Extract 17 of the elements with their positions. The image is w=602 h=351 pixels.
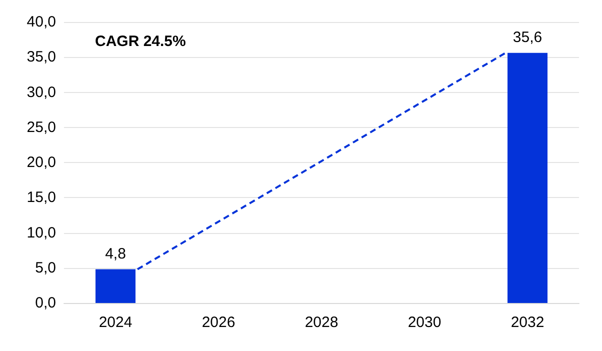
y-tick-label: 5,0 [35, 259, 56, 276]
y-tick-label: 10,0 [26, 224, 56, 242]
data-label: 35,6 [512, 28, 542, 46]
x-tick-label: 2030 [408, 314, 442, 331]
annotation: CAGR 24.5% [95, 33, 186, 50]
y-tick-label: 20,0 [26, 154, 56, 171]
x-tick-label: 2032 [510, 314, 544, 331]
y-tick-label: 40,0 [26, 14, 56, 30]
x-tick-label: 2024 [98, 314, 132, 331]
data-label: 4,8 [105, 245, 126, 262]
y-tick-label: 30,0 [26, 84, 56, 101]
y-tick-label: 25,0 [26, 118, 56, 136]
y-tick-label: 0,0 [35, 294, 56, 312]
y-tick-label: 15,0 [26, 189, 56, 206]
y-tick-label: 35,0 [26, 48, 56, 66]
x-tick-label: 2028 [304, 314, 338, 331]
x-tick-label: 2026 [202, 314, 236, 331]
